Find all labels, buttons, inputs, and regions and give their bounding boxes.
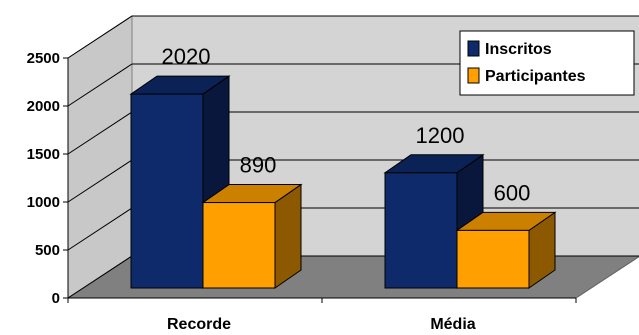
- side-wall: [67, 15, 133, 299]
- data-label: 2020: [162, 44, 211, 69]
- x-axis: [67, 297, 577, 303]
- bar-front: [202, 202, 276, 289]
- legend-label: Participantes: [485, 68, 586, 85]
- legend-swatch: [467, 67, 480, 84]
- category-label: Recorde: [167, 316, 231, 333]
- bar-inscritos-recorde: [129, 75, 231, 289]
- bars: [129, 75, 557, 289]
- bar-front: [130, 93, 204, 289]
- y-tick-label: 2000: [27, 98, 60, 115]
- data-labels: 2020 890 1200 600: [162, 44, 531, 205]
- legend-label: Inscritos: [485, 41, 552, 58]
- y-tick-label: 500: [35, 242, 60, 259]
- data-label: 890: [240, 153, 277, 178]
- y-axis: [63, 57, 69, 299]
- category-label: Média: [430, 316, 475, 333]
- legend-swatch: [467, 40, 480, 57]
- y-tick-label: 2500: [27, 50, 60, 67]
- bar-front: [456, 229, 530, 289]
- bar-participantes-média: [455, 211, 557, 289]
- legend: Inscritos Participantes: [459, 30, 635, 96]
- y-tick-label: 0: [52, 290, 60, 307]
- legend-box: [459, 30, 635, 96]
- data-label: 1200: [416, 123, 465, 148]
- data-label: 600: [494, 180, 531, 205]
- y-tick-label: 1000: [27, 194, 60, 211]
- bar-participantes-recorde: [201, 183, 303, 289]
- gridline: [67, 15, 639, 59]
- bar-front: [384, 172, 458, 289]
- y-tick-labels: 0 500 1000 1500 2000 2500: [27, 50, 60, 307]
- category-labels: Recorde Média: [167, 316, 476, 333]
- y-tick-label: 1500: [27, 146, 60, 163]
